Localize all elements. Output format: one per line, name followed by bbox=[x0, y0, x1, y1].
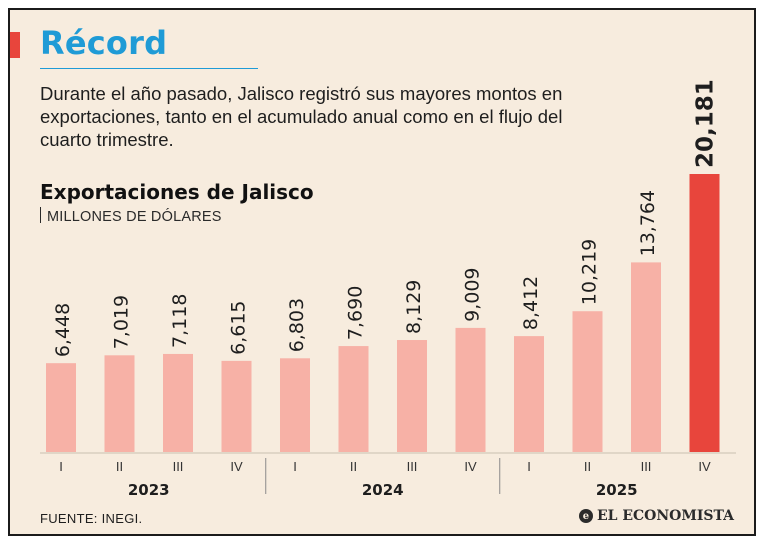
tick-label: II bbox=[584, 459, 591, 474]
source-note: FUENTE: INEGI. bbox=[40, 511, 143, 526]
brand-name: EL ECONOMISTA bbox=[596, 508, 734, 524]
bar bbox=[631, 262, 661, 452]
bar bbox=[514, 336, 544, 452]
year-group-label: 2023 bbox=[128, 481, 170, 499]
data-label: 20,181 bbox=[693, 79, 719, 168]
accent-mark bbox=[10, 32, 20, 58]
tick-label: III bbox=[407, 459, 418, 474]
chart-title: Exportaciones de Jalisco bbox=[40, 180, 314, 204]
data-label: 8,412 bbox=[520, 276, 542, 330]
tick-label: II bbox=[350, 459, 357, 474]
bar bbox=[221, 360, 252, 452]
bar bbox=[280, 358, 310, 452]
bar bbox=[689, 174, 720, 452]
infographic-card: Récord Durante el año pasado, Jalisco re… bbox=[8, 8, 756, 536]
bar bbox=[338, 346, 369, 452]
data-label: 7,118 bbox=[169, 294, 191, 348]
subtitle-divider bbox=[40, 207, 41, 223]
data-label: 8,129 bbox=[403, 280, 425, 334]
data-label: 7,690 bbox=[345, 286, 367, 340]
bar bbox=[46, 363, 76, 452]
units-label: MILLONES DE DÓLARES bbox=[47, 209, 222, 225]
intro-text: Durante el año pasado, Jalisco registró … bbox=[40, 83, 563, 150]
tick-label: II bbox=[116, 459, 123, 474]
data-label: 13,764 bbox=[637, 190, 659, 256]
data-label: 6,803 bbox=[286, 298, 308, 352]
bar bbox=[163, 353, 193, 452]
tick-label: IV bbox=[230, 459, 243, 474]
brand-logo: e EL ECONOMISTA bbox=[578, 508, 734, 524]
bar bbox=[455, 327, 486, 452]
tick-label: I bbox=[293, 459, 297, 474]
tick-label: III bbox=[173, 459, 184, 474]
tick-label: I bbox=[527, 459, 531, 474]
bar bbox=[397, 340, 427, 452]
headline-rule bbox=[40, 68, 258, 69]
bar bbox=[104, 355, 135, 452]
data-label: 9,009 bbox=[462, 267, 484, 321]
brand-logo-icon: e bbox=[578, 509, 593, 523]
tick-label: IV bbox=[464, 459, 477, 474]
bar bbox=[572, 311, 603, 452]
tick-label: IV bbox=[698, 459, 711, 474]
data-label: 6,448 bbox=[52, 303, 74, 357]
chart-subtitle: MILLONES DE DÓLARES bbox=[40, 207, 222, 225]
tick-label: III bbox=[641, 459, 652, 474]
year-group-label: 2025 bbox=[596, 481, 638, 499]
headline: Récord bbox=[40, 24, 168, 62]
year-group-label: 2024 bbox=[362, 481, 404, 499]
data-label: 10,219 bbox=[579, 239, 601, 305]
bar-chart: 6,448I7,019II7,118III6,615IV6,803I7,690I… bbox=[40, 79, 736, 499]
data-label: 6,615 bbox=[228, 300, 250, 354]
tick-label: I bbox=[59, 459, 63, 474]
data-label: 7,019 bbox=[111, 295, 133, 349]
